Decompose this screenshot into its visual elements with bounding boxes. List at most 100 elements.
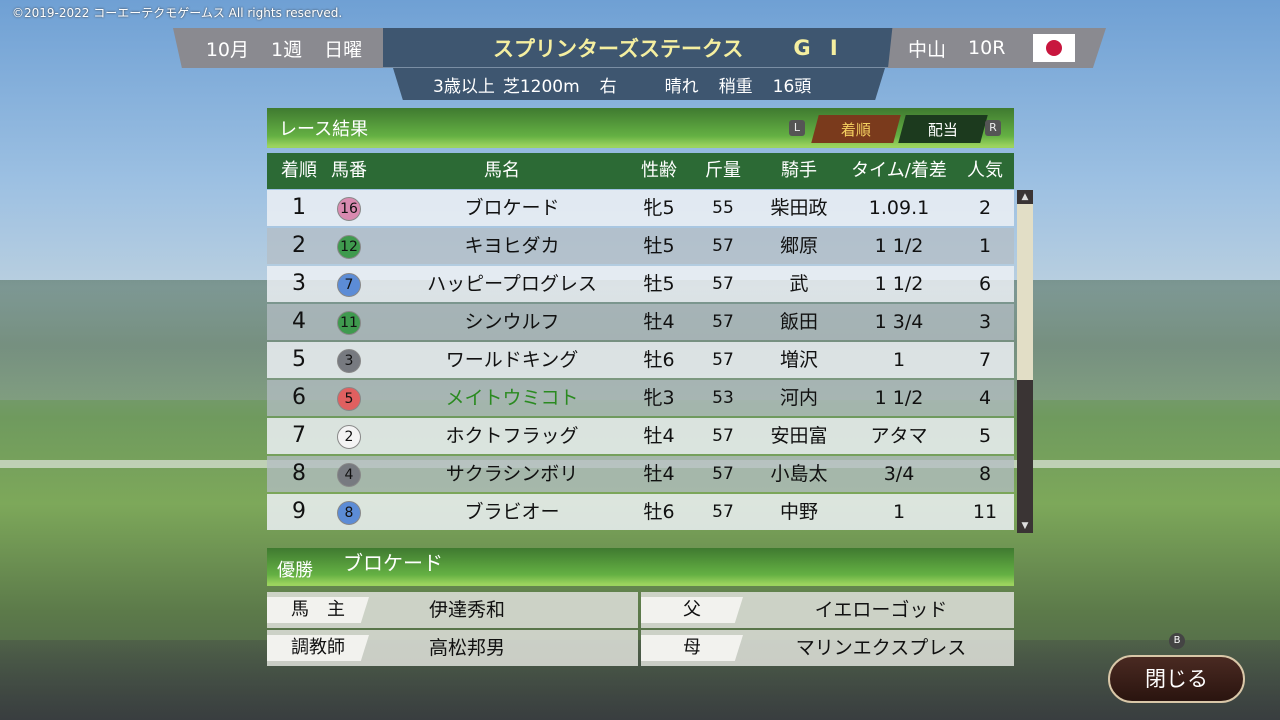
col-pos: 着順 [281,160,317,181]
time-margin: アタマ [870,425,928,447]
venue: 中山 [908,38,947,61]
tab-label: 配当 [927,120,958,139]
table-row[interactable]: 7 ホクトフラッグ 牡4 57 安田富 アタマ 5 2 [267,418,1014,454]
race-number: 10R [968,37,1006,59]
horse-number-badge: 2 [337,425,361,449]
jockey: 郷原 [779,235,818,257]
venue-info: 中山 10R [888,28,1106,68]
owner-label: 馬 主 [267,597,369,623]
sex-age: 牡5 [643,235,675,257]
horse-number-badge: 7 [337,273,361,297]
trainer-value: 高松邦男 [428,637,505,659]
dam-label: 母 [641,635,743,661]
time-margin: 1 1/2 [874,387,924,409]
carried-weight: 57 [712,236,734,256]
scroll-up-icon[interactable]: ▲ [1017,190,1033,204]
jockey: 武 [789,273,809,295]
table-row[interactable]: 4 シンウルフ 牡4 57 飯田 1 3/4 3 11 [267,304,1014,340]
table-row[interactable]: 6 メイトウミコト 牝3 53 河内 1 1/2 4 5 [267,380,1014,416]
finish-position: 5 [292,347,306,372]
popularity: 11 [972,501,998,523]
horse-number-badge: 3 [337,349,361,373]
horse-name: シンウルフ [464,311,560,333]
finish-position: 9 [292,499,306,524]
sex-age: 牡5 [643,273,675,295]
col-sexage: 性齢 [641,160,677,181]
col-name: 馬名 [484,160,520,181]
results-panel-header: レース結果 L 着順 配当 R [267,108,1014,148]
horse-name: ブロケード [464,197,560,219]
time-margin: 1 [892,501,906,523]
horse-number-badge: 8 [337,501,361,525]
table-header: 着順 馬番 馬名 性齢 斤量 騎手 タイム/着差 人気 [267,153,1014,189]
sire-row: 父 イエローゴッド [641,592,1014,628]
sex-age: 牝5 [643,197,675,219]
carried-weight: 57 [712,312,734,332]
finish-position: 4 [292,309,306,334]
sex-age: 牡4 [643,311,675,333]
time-margin: 1 1/2 [874,235,924,257]
carried-weight: 57 [712,426,734,446]
direction: 右 [599,76,617,97]
close-button[interactable]: 閉じる [1108,655,1245,703]
sex-age: 牡4 [643,463,675,485]
table-row[interactable]: 9 ブラビオー 牡6 57 中野 1 11 8 [267,494,1014,530]
carried-weight: 57 [712,502,734,522]
time-margin: 3/4 [883,463,915,485]
scrollbar[interactable]: ▲ ▼ [1017,190,1033,533]
finish-position: 1 [292,195,306,220]
popularity: 7 [978,349,992,371]
popularity: 4 [978,387,992,409]
month: 10月 [205,38,250,61]
sex-age: 牝3 [643,387,675,409]
table-row[interactable]: 8 サクラシンボリ 牡4 57 小島太 3/4 8 4 [267,456,1014,492]
sire-label: 父 [641,597,743,623]
time-margin: 1 1/2 [874,273,924,295]
horse-name: キヨヒダカ [464,235,560,257]
popularity: 1 [978,235,992,257]
scrollbar-thumb[interactable] [1017,380,1033,520]
horse-name: ブラビオー [464,501,560,523]
going: 稍重 [718,76,753,97]
dam-value: マリンエクスプレス [795,637,967,659]
japan-flag-icon [1033,34,1076,62]
finish-position: 8 [292,461,306,486]
sire-value: イエローゴッド [814,599,948,621]
finish-position: 3 [292,271,306,296]
horse-name: メイトウミコト [445,387,579,409]
sex-age: 牡6 [643,501,675,523]
horse-number-badge: 16 [337,197,361,221]
time-margin: 1 3/4 [874,311,924,333]
trainer-row: 調教師 高松邦男 [267,630,638,666]
race-name: スプリンターズステークス [493,36,744,61]
popularity: 3 [978,311,992,333]
carried-weight: 57 [712,274,734,294]
week: 1週 [271,38,303,61]
table-row[interactable]: 3 ハッピープログレス 牡5 57 武 1 1/2 6 7 [267,266,1014,302]
race-conditions: 3歳以上 芝1200m 右 晴れ 稍重 16頭 [393,68,885,100]
sex-age: 牡4 [643,425,675,447]
tab-finish-order[interactable]: 着順 [811,115,901,143]
carried-weight: 53 [712,388,734,408]
horse-number-badge: 12 [337,235,361,259]
time-margin: 1.09.1 [868,197,930,219]
l-button-icon[interactable]: L [789,120,805,136]
horse-number-badge: 11 [337,311,361,335]
tab-payouts[interactable]: 配当 [898,115,988,143]
race-grade: G I [793,35,844,60]
jockey: 河内 [779,387,818,409]
popularity: 6 [978,273,992,295]
table-row[interactable]: 2 キヨヒダカ 牡5 57 郷原 1 1/2 1 12 [267,228,1014,264]
finish-position: 2 [292,233,306,258]
r-button-icon[interactable]: R [985,120,1001,136]
jockey: 安田富 [770,425,828,447]
winner-name: ブロケード [343,551,443,575]
col-popularity: 人気 [967,160,1003,181]
owner-value: 伊達秀和 [428,599,505,621]
time-margin: 1 [892,349,906,371]
table-row[interactable]: 5 ワールドキング 牡6 57 増沢 1 7 3 [267,342,1014,378]
scroll-down-icon[interactable]: ▼ [1017,519,1033,533]
finish-position: 6 [292,385,306,410]
table-row[interactable]: 1 ブロケード 牝5 55 柴田政 1.09.1 2 16 [267,190,1014,226]
tab-label: 着順 [840,120,871,139]
